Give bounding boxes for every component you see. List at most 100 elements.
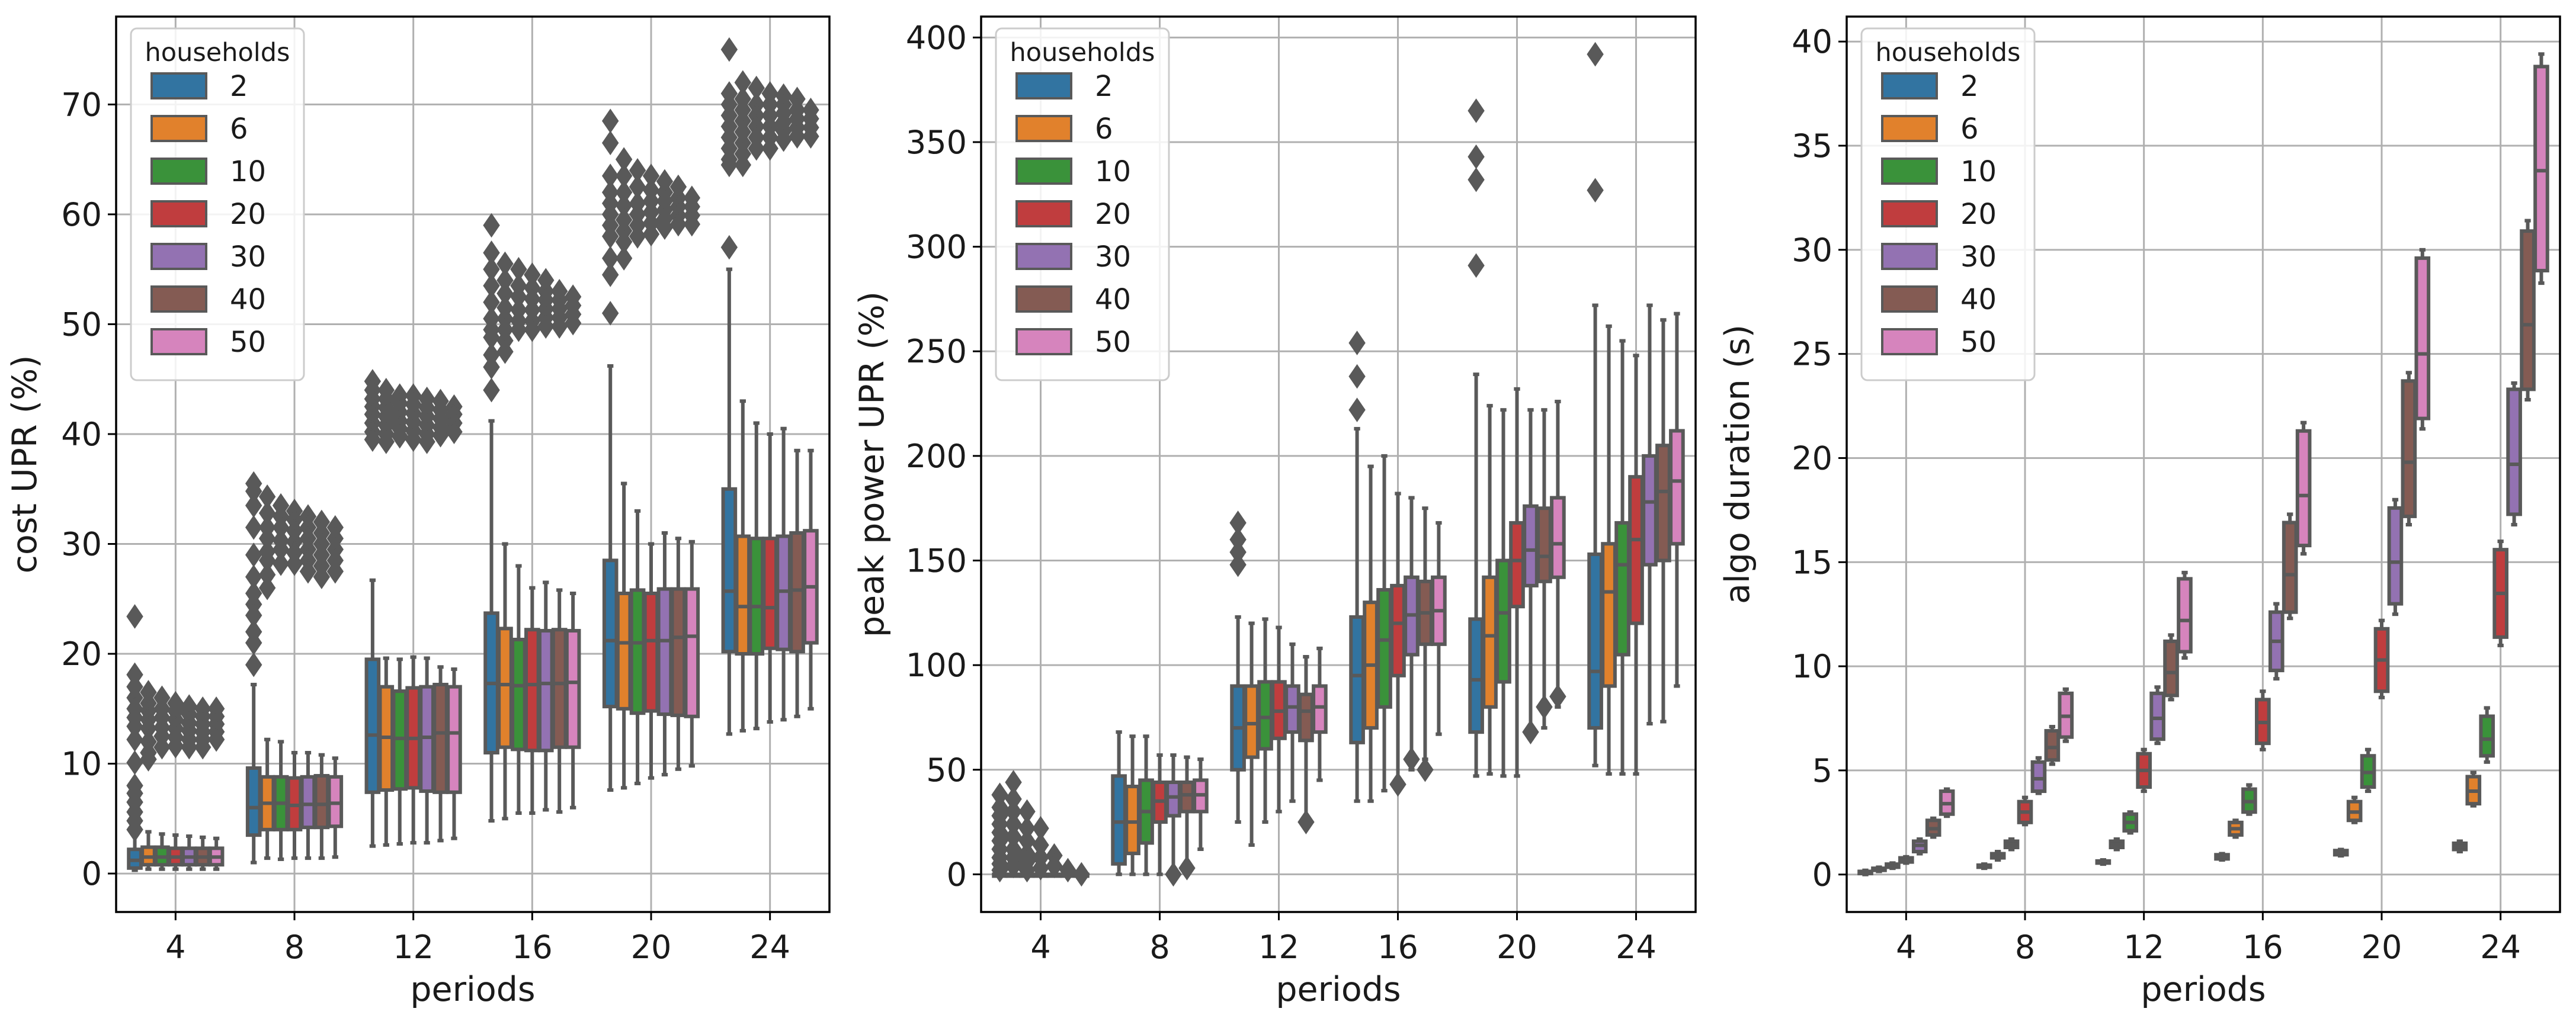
box-body [1655,444,1671,563]
box-24-50 [1669,311,1685,688]
box-body [1376,587,1392,709]
box-24-40 [789,86,806,718]
legend-label: 50 [1095,326,1131,359]
outlier-point [615,246,633,271]
legend-label: 10 [1095,155,1131,188]
legend-label: 2 [1095,70,1113,103]
y-tick-label: 15 [1792,544,1832,581]
x-tick-label: 24 [2480,929,2521,966]
outlier-point [126,817,143,842]
outlier-point [258,575,276,600]
box-8-6 [258,484,276,860]
box-body [1614,521,1630,657]
box-body [1523,504,1539,587]
box-24-10 [748,75,765,731]
box-body [735,534,751,656]
box-16-50 [2295,420,2312,556]
box-20-30 [656,169,674,777]
y-tick-label: 150 [906,542,967,580]
legend-label: 6 [1095,113,1113,146]
legend-item: 6 [1881,113,1979,146]
box-body [1179,780,1195,814]
box-16-10 [2241,783,2257,816]
box-body [670,587,687,717]
outlier-point [496,339,514,364]
outlier-point [1046,853,1063,879]
box-24-30 [2506,381,2522,526]
box-16-6 [2228,818,2244,839]
box-12-20 [2136,747,2152,794]
outlier-point [524,317,541,342]
box-4-50 [1073,862,1090,887]
box-24-20 [761,81,778,724]
x-tick-label: 8 [284,929,305,966]
box-body [565,629,581,749]
y-tick-label: 30 [1792,232,1832,269]
box-24-50 [2533,52,2549,285]
outlier-point [734,152,752,178]
box-24-6 [2465,770,2482,808]
axes-frame [980,15,1697,913]
box-body [1244,684,1260,759]
box-8-20 [2017,795,2033,827]
box-4-40 [1925,816,1941,839]
box-24-30 [1642,303,1658,726]
box-8-20 [1152,753,1168,876]
box-4-50 [1939,787,1955,818]
outlier-point [181,734,198,760]
box-12-30 [418,386,435,845]
legend-swatch [1881,328,1938,355]
y-tick-label: 20 [61,635,102,673]
box-12-10 [1257,617,1273,824]
box-16-20 [1389,492,1406,797]
box-body [1390,583,1406,677]
box-20-10 [1495,408,1511,778]
legend-swatch [1015,158,1072,185]
legend-label: 50 [230,326,266,359]
box-20-20 [642,163,660,780]
box-12-2 [2095,858,2112,866]
box-12-30 [1284,642,1300,803]
y-tick-label: 200 [906,438,967,475]
x-tick-label: 20 [631,929,672,966]
box-8-40 [313,509,331,860]
box-body [2520,229,2536,391]
box-body [1536,506,1552,583]
outlier-point [1348,397,1366,422]
x-tick-label: 16 [512,929,553,966]
x-tick-label: 4 [1896,929,1916,966]
outlier-point [207,727,225,752]
box-24-6 [734,70,752,733]
box-body [1669,429,1685,546]
x-axis-title: periods [2141,970,2266,1009]
box-20-10 [629,158,646,785]
x-tick-label: 8 [1149,929,1170,966]
box-20-2 [1468,98,1485,778]
outlier-point [1389,772,1406,797]
y-tick-label: 50 [61,306,102,343]
box-20-6 [2346,795,2363,824]
box-8-20 [286,499,303,860]
outlier-point [669,211,687,237]
outlier-point [656,215,674,240]
box-8-30 [2030,756,2047,795]
box-24-6 [1601,324,1617,776]
legend-item: 2 [150,70,248,103]
box-body [1601,542,1617,688]
box-body [1482,575,1498,709]
y-axis-title: cost UPR (%) [5,355,44,574]
outlier-point [418,429,435,454]
outlier-point [720,235,738,260]
outlier-point [126,727,143,752]
legend-item: 6 [1015,113,1113,146]
box-body [643,591,659,713]
legend-item: 20 [1881,198,1997,231]
box-24-50 [802,97,819,711]
box-body [2282,521,2298,614]
box-8-2 [1976,862,1992,871]
box-8-40 [1178,755,1196,881]
box-16-6 [1363,464,1379,803]
legend-swatch [1881,243,1938,270]
x-tick-label: 12 [2123,929,2164,966]
